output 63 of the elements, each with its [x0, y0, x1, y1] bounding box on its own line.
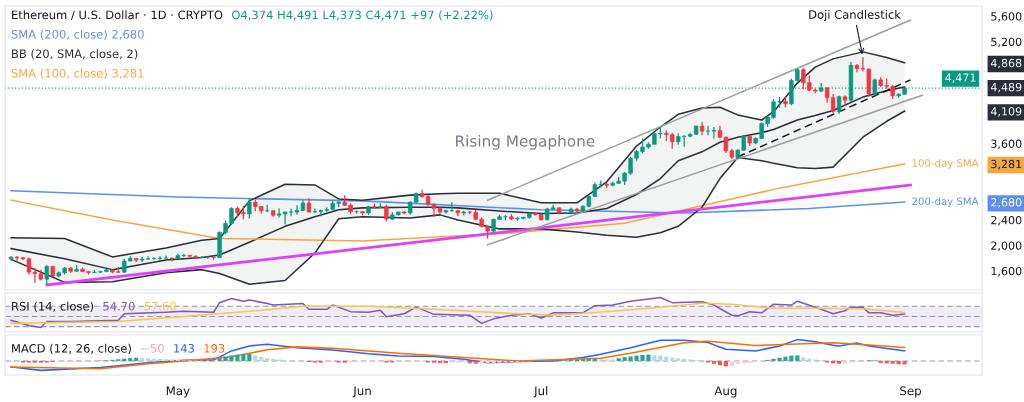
- x-tick-label: Sep: [900, 386, 922, 398]
- text: SMA (200, close) 2,680: [11, 29, 144, 41]
- candlestick: [247, 198, 252, 220]
- bar: [676, 358, 681, 361]
- bar: [128, 358, 133, 361]
- candlestick: [44, 264, 50, 286]
- annotation: Rising Megaphone: [455, 134, 595, 150]
- candlestick: [574, 207, 580, 213]
- series-label: 57.60: [144, 301, 176, 311]
- candlestick: [443, 209, 449, 215]
- annotation: 200-day SMA: [912, 197, 979, 208]
- y-tick-label: 5,200: [991, 37, 1022, 48]
- bar: [473, 360, 478, 364]
- bar: [265, 358, 270, 361]
- y-tick-label: 1,600: [991, 266, 1022, 277]
- bar: [795, 355, 800, 361]
- bar: [253, 355, 258, 361]
- bar: [134, 357, 139, 361]
- x-tick-label: Jun: [352, 386, 371, 398]
- candlestick: [199, 255, 204, 259]
- y-tick-label: 2,680: [991, 198, 1022, 208]
- text: SMA (100, close) 3,281: [11, 68, 144, 79]
- line-series: [10, 163, 906, 242]
- y-tick-label: 2,400: [991, 215, 1022, 226]
- chart-title: RSI (14, close): [12, 301, 94, 312]
- series-label: −50: [141, 343, 164, 353]
- bar: [247, 353, 252, 361]
- y-tick-label: 3,281: [991, 159, 1022, 170]
- chart-subtitle: O4,374 H4,491 L4,373 C4,471 +97 (+2.22%): [231, 10, 493, 21]
- line-series: [10, 86, 906, 271]
- x-tick-label: Jul: [533, 386, 548, 398]
- text: BB (20, SMA, close, 2): [12, 49, 138, 60]
- bar: [723, 360, 728, 367]
- y-tick-label: 4,868: [990, 58, 1022, 69]
- line-series: [10, 189, 906, 214]
- x-tick-label: May: [166, 386, 190, 398]
- x-tick-label: Aug: [714, 386, 737, 398]
- y-tick-label: 5,600: [991, 12, 1022, 22]
- bar: [711, 360, 717, 364]
- ref-line-label: 4,471: [945, 73, 976, 83]
- series-label: 143: [174, 343, 194, 353]
- annotation: Doji Candlestick: [809, 9, 901, 22]
- line-series: [10, 110, 906, 286]
- candlestick: [8, 255, 14, 262]
- bar: [616, 358, 621, 361]
- bar: [146, 358, 151, 361]
- y-tick-label: 4,489: [990, 82, 1022, 93]
- bar: [842, 360, 848, 364]
- annotation: 100-day SMA: [912, 158, 979, 169]
- y-tick-label: 2,000: [991, 241, 1022, 251]
- chart-title: MACD (12, 26, close): [12, 343, 131, 355]
- bar: [658, 355, 663, 361]
- bar: [729, 360, 734, 366]
- bar: [479, 360, 484, 364]
- series-label: 54.70: [103, 301, 135, 311]
- bar: [836, 360, 842, 364]
- bar: [140, 357, 145, 361]
- series-label: 193: [204, 343, 225, 353]
- chart-title: Ethereum / U.S. Dollar · 1D · CRYPTO: [12, 10, 223, 21]
- bar: [890, 360, 895, 364]
- y-tick-label: 4,109: [990, 107, 1022, 117]
- bar: [652, 354, 657, 361]
- y-tick-label: 3,600: [991, 139, 1022, 150]
